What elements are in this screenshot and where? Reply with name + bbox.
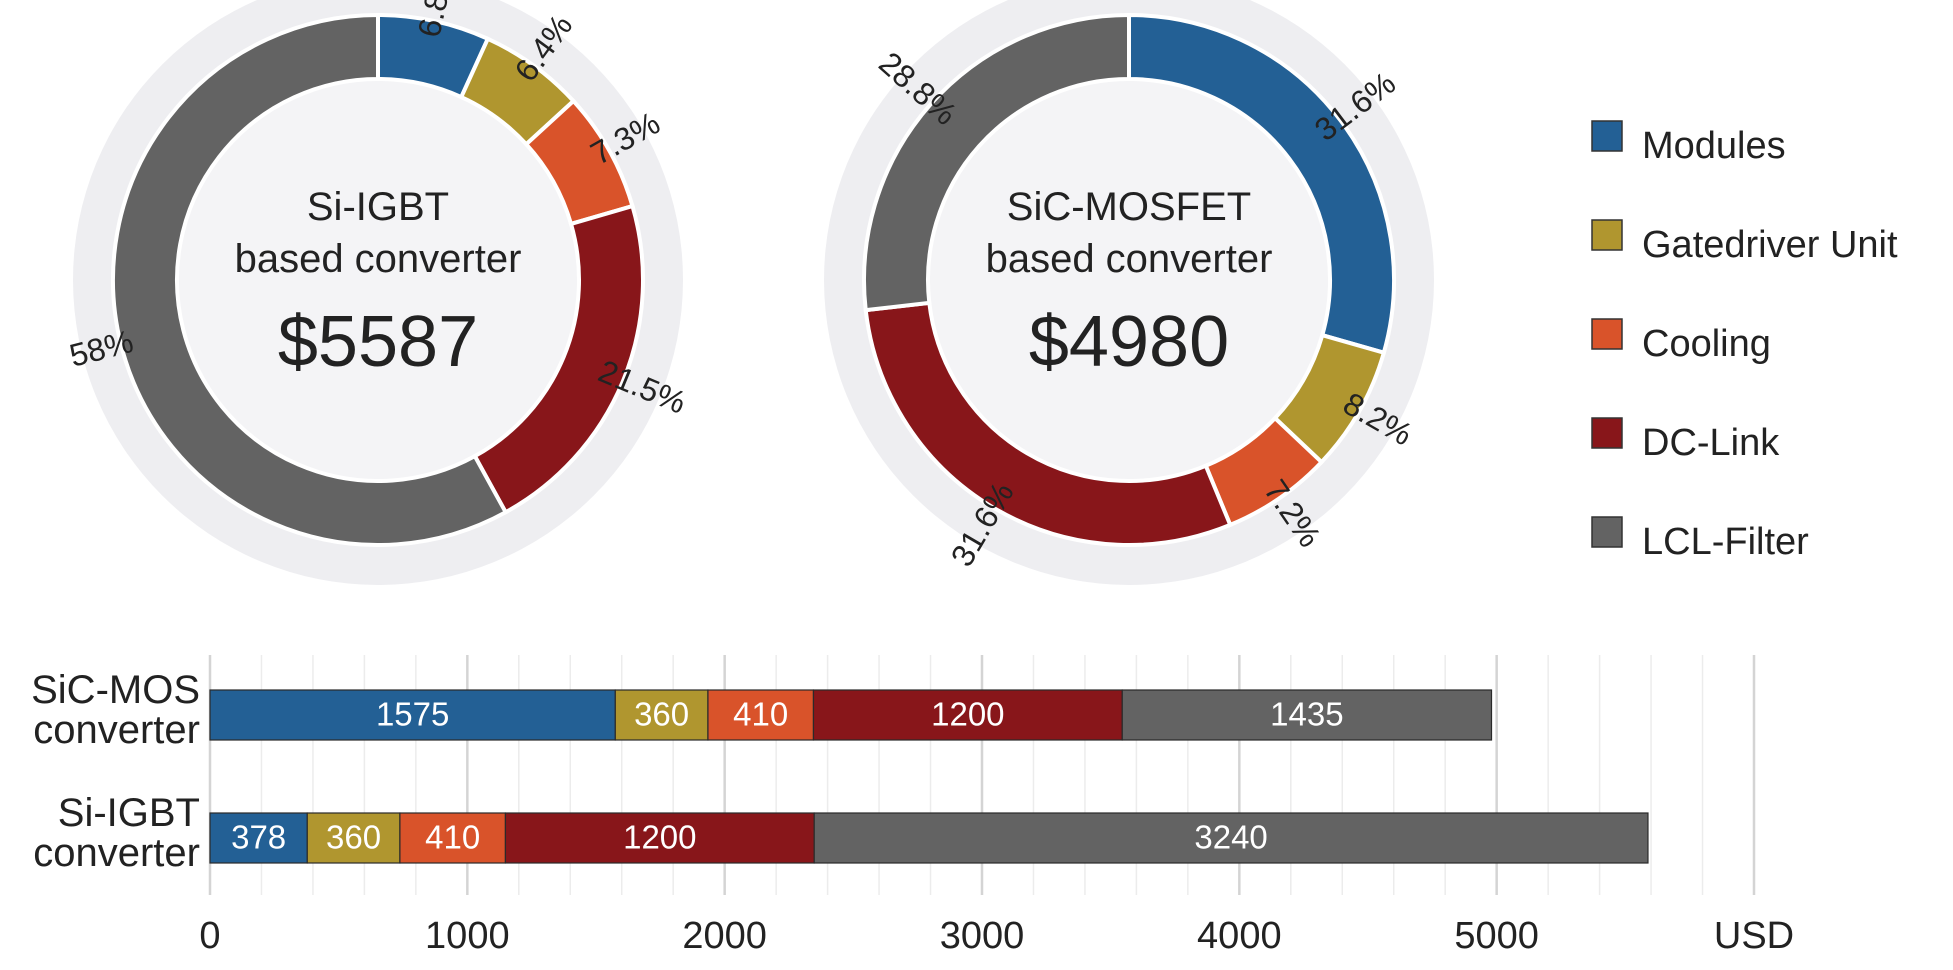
bar-segment-modules (209, 812, 308, 864)
x-tick-label: 2000 (682, 915, 767, 957)
x-tick-label: 5000 (1454, 915, 1539, 957)
x-tick-label: 3000 (940, 915, 1025, 957)
legend-swatch-dc-link (1591, 417, 1623, 449)
legend-label-modules: Modules (1642, 125, 1786, 167)
bar-segment-gatedriver-unit (306, 812, 401, 864)
bar-value-label: 360 (634, 696, 689, 733)
donut-total-price: $5587 (278, 302, 478, 382)
category-label: converter (33, 708, 200, 752)
legend-swatch-modules (1591, 120, 1623, 152)
bar-value-label: 1200 (623, 819, 696, 856)
x-tick-label: 4000 (1197, 915, 1282, 957)
donut-slice-modules (1127, 12, 1396, 356)
donut-title-line2: based converter (235, 237, 522, 281)
bar-value-label: 360 (326, 819, 381, 856)
donut-slice-lcl-filter (862, 12, 1131, 313)
donut-slice-lcl-filter (111, 12, 509, 547)
legend-swatch-lcl-filter (1591, 516, 1623, 548)
legend-swatch-cooling (1591, 318, 1623, 350)
bar-segment-lcl-filter (813, 812, 1649, 864)
bar-value-label: 378 (231, 819, 286, 856)
bar-value-label: 3240 (1194, 819, 1267, 856)
donut-center (928, 79, 1330, 481)
bar-segment-cooling (399, 812, 507, 864)
legend-label-lcl-filter: LCL-Filter (1642, 521, 1809, 563)
bar-value-label: 410 (733, 696, 788, 733)
legend: Modules Gatedriver Unit Cooling DC-Link LCL-… (1591, 120, 1898, 563)
bar-value-label: 1200 (931, 696, 1004, 733)
bar-segment-modules (209, 689, 616, 741)
legend-label-gatedriver-unit: Gatedriver Unit (1642, 224, 1898, 266)
bar-value-label: 1575 (376, 696, 449, 733)
x-tick-label: 0 (199, 915, 220, 957)
bar-value-label: 1435 (1270, 696, 1343, 733)
donut-slice-dc-link (863, 300, 1233, 547)
bar-segment-dc-link (504, 812, 815, 864)
category-label: converter (33, 831, 200, 875)
donut-total-price: $4980 (1029, 302, 1229, 382)
bar-segment-cooling (707, 689, 815, 741)
donut-title-line2: based converter (986, 237, 1273, 281)
bar-value-label: 410 (425, 819, 480, 856)
legend-swatch-gatedriver-unit (1591, 219, 1623, 251)
legend-label-dc-link: DC-Link (1642, 422, 1780, 464)
donut-title-line1: SiC-MOSFET (1007, 185, 1251, 229)
bar-segment-lcl-filter (1121, 689, 1493, 741)
x-tick-label: 1000 (425, 915, 510, 957)
x-axis-unit-label: USD (1714, 915, 1794, 957)
donut-center (177, 79, 579, 481)
category-label: SiC-MOS (31, 668, 200, 712)
donut-title-line1: Si-IGBT (307, 185, 449, 229)
legend-label-cooling: Cooling (1642, 323, 1771, 365)
bar-segment-dc-link (812, 689, 1123, 741)
category-label: Si-IGBT (58, 791, 200, 835)
